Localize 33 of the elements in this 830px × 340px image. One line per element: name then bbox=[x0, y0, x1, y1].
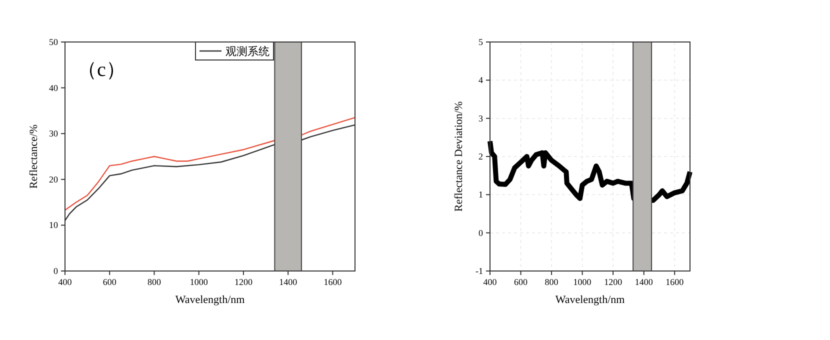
y-tick-label: 40 bbox=[49, 82, 58, 93]
annotation: （c） bbox=[77, 59, 126, 81]
y-tick-label: 2 bbox=[478, 152, 483, 162]
x-tick-label: 600 bbox=[514, 277, 528, 287]
y-tick-label: 4 bbox=[478, 75, 484, 86]
y-tick-label: 10 bbox=[49, 220, 58, 230]
x-tick-label: 1000 bbox=[190, 277, 208, 287]
x-tick-label: 600 bbox=[102, 277, 117, 287]
y-tick-label: 0 bbox=[54, 266, 58, 276]
x-tick-label: 1200 bbox=[604, 277, 623, 287]
x-tick-label: 400 bbox=[483, 277, 498, 287]
x-tick-label: 1600 bbox=[324, 277, 342, 287]
y-tick-label: 30 bbox=[49, 128, 58, 139]
y-tick-label: -1 bbox=[476, 266, 483, 276]
x-tick-label: 1600 bbox=[666, 277, 684, 287]
y-tick-label: 0 bbox=[478, 228, 484, 238]
x-tick-label: 400 bbox=[58, 277, 72, 287]
x-tick-label: 800 bbox=[544, 277, 559, 287]
y-tick-label: 1 bbox=[478, 190, 483, 200]
y-tick-label: 20 bbox=[49, 174, 58, 184]
y-tick-label: 50 bbox=[49, 37, 58, 47]
x-tick-label: 800 bbox=[147, 277, 162, 287]
x-tick-label: 1000 bbox=[573, 277, 592, 287]
y-tick-label: 5 bbox=[478, 37, 484, 47]
x-tick-label: 1200 bbox=[234, 277, 253, 287]
y-tick-label: 3 bbox=[478, 113, 484, 124]
x-axis-title: Wavelength/nm bbox=[555, 294, 626, 306]
y-axis-title: Reflectance Deviation/% bbox=[453, 101, 465, 212]
x-tick-label: 1400 bbox=[279, 277, 298, 287]
legend-label: 观测系统 bbox=[226, 45, 270, 58]
x-tick-label: 1400 bbox=[634, 277, 654, 287]
y-axis-title: Reflectance/% bbox=[28, 124, 40, 189]
x-axis-title: Wavelength/nm bbox=[175, 294, 246, 306]
